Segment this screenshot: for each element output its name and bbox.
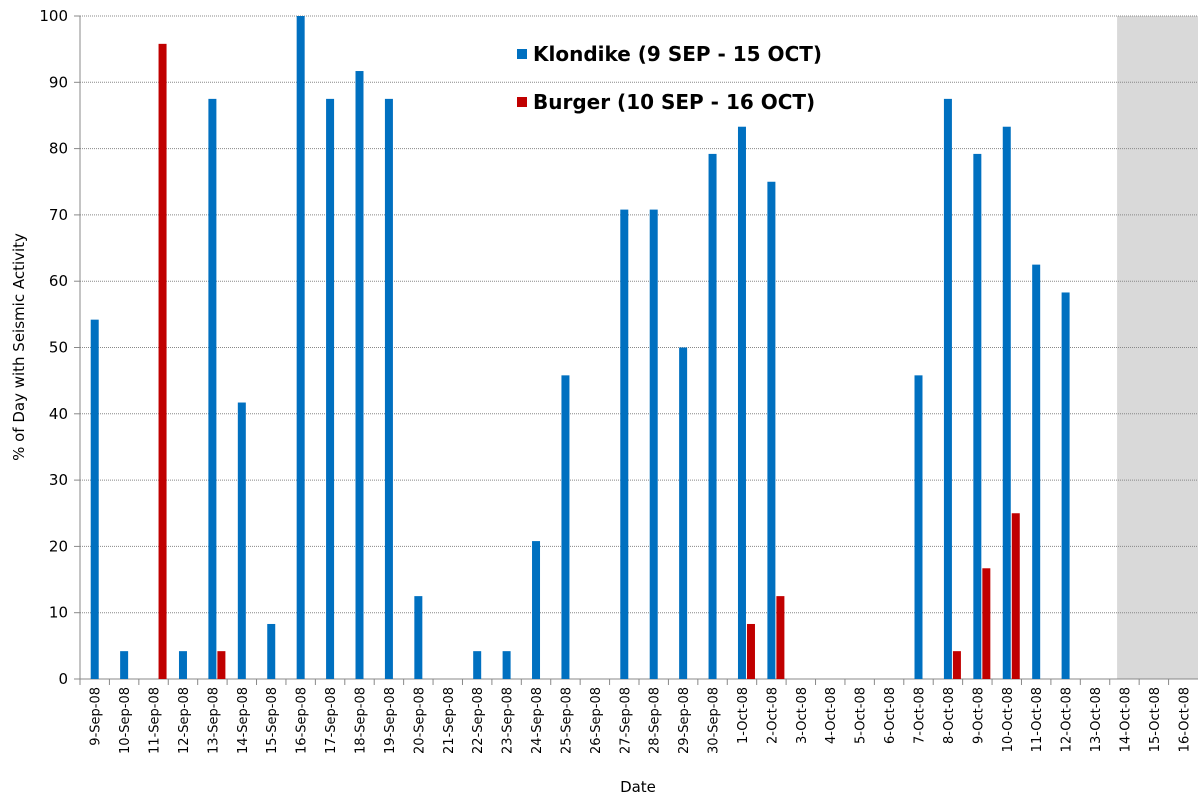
bar bbox=[355, 71, 364, 680]
x-tick-label: 15-Sep-08 bbox=[265, 687, 280, 754]
y-tick-label: 100 bbox=[39, 7, 68, 25]
x-tick-label: 15-Oct-08 bbox=[1148, 687, 1163, 752]
bar bbox=[178, 651, 187, 679]
legend-label: Burger (10 SEP - 16 OCT) bbox=[533, 90, 815, 114]
bar bbox=[708, 153, 717, 680]
bar bbox=[914, 375, 923, 679]
x-tick-label: 24-Sep-08 bbox=[530, 687, 545, 754]
bar bbox=[414, 596, 423, 679]
x-tick-label: 2-Oct-08 bbox=[765, 687, 780, 744]
x-tick-label: 12-Sep-08 bbox=[177, 687, 192, 754]
x-tick-label: 16-Sep-08 bbox=[295, 687, 310, 754]
bar bbox=[943, 98, 952, 679]
bar bbox=[767, 181, 776, 679]
bar bbox=[737, 126, 746, 679]
bar bbox=[384, 98, 393, 679]
y-tick-label: 10 bbox=[49, 604, 68, 622]
x-tick-label: 17-Sep-08 bbox=[324, 687, 339, 754]
legend-swatch bbox=[517, 97, 527, 107]
x-tick-label: 13-Oct-08 bbox=[1089, 687, 1104, 752]
y-tick-label: 30 bbox=[49, 471, 68, 489]
x-tick-label: 10-Oct-08 bbox=[1001, 687, 1016, 752]
bar bbox=[973, 153, 982, 680]
y-tick-label: 40 bbox=[49, 405, 68, 423]
x-tick-label: 1-Oct-08 bbox=[736, 687, 751, 744]
x-tick-label: 12-Oct-08 bbox=[1060, 687, 1075, 752]
bar bbox=[982, 568, 991, 679]
x-tick-label: 20-Sep-08 bbox=[412, 687, 427, 754]
bar bbox=[502, 651, 511, 679]
bar bbox=[1032, 264, 1041, 679]
bar bbox=[120, 651, 129, 679]
x-tick-label: 4-Oct-08 bbox=[824, 687, 839, 744]
y-tick-label: 90 bbox=[49, 73, 68, 91]
x-tick-label: 10-Sep-08 bbox=[118, 687, 133, 754]
bar bbox=[208, 98, 217, 679]
x-tick-label: 18-Sep-08 bbox=[354, 687, 369, 754]
x-tick-label: 26-Sep-08 bbox=[589, 687, 604, 754]
x-tick-label: 25-Sep-08 bbox=[559, 687, 574, 754]
x-tick-label: 23-Sep-08 bbox=[501, 687, 516, 754]
x-tick-label: 28-Sep-08 bbox=[648, 687, 663, 754]
x-tick-label: 11-Sep-08 bbox=[148, 687, 163, 754]
x-tick-label: 22-Sep-08 bbox=[471, 687, 486, 754]
bar bbox=[776, 596, 785, 679]
x-tick-label: 13-Sep-08 bbox=[206, 687, 221, 754]
y-tick-label: 70 bbox=[49, 206, 68, 224]
x-axis-label: Date bbox=[620, 778, 656, 796]
bar bbox=[952, 651, 961, 679]
y-tick-label: 80 bbox=[49, 140, 68, 158]
bar bbox=[1011, 513, 1020, 679]
x-tick-label: 27-Sep-08 bbox=[618, 687, 633, 754]
x-tick-label: 8-Oct-08 bbox=[942, 687, 957, 744]
x-tick-label: 14-Sep-08 bbox=[236, 687, 251, 754]
bar bbox=[217, 651, 226, 679]
x-tick-label: 9-Sep-08 bbox=[89, 687, 104, 746]
x-tick-label: 29-Sep-08 bbox=[677, 687, 692, 754]
shaded-region bbox=[1117, 16, 1198, 679]
legend-label: Klondike (9 SEP - 15 OCT) bbox=[533, 42, 822, 66]
bar bbox=[90, 319, 99, 679]
x-tick-label: 3-Oct-08 bbox=[795, 687, 810, 744]
bar bbox=[296, 16, 305, 679]
x-tick-label: 14-Oct-08 bbox=[1118, 687, 1133, 752]
bar bbox=[679, 347, 688, 679]
x-tick-label: 11-Oct-08 bbox=[1030, 687, 1045, 752]
bar bbox=[237, 402, 246, 679]
x-tick-label: 30-Sep-08 bbox=[707, 687, 722, 754]
y-tick-label: 60 bbox=[49, 272, 68, 290]
bar bbox=[746, 623, 755, 679]
bar bbox=[473, 651, 482, 679]
x-tick-label: 7-Oct-08 bbox=[913, 687, 928, 744]
bar bbox=[1002, 126, 1011, 679]
bar bbox=[561, 375, 570, 679]
x-tick-label: 19-Sep-08 bbox=[383, 687, 398, 754]
x-tick-label: 16-Oct-08 bbox=[1177, 687, 1192, 752]
y-tick-label: 0 bbox=[58, 670, 68, 688]
bar bbox=[649, 209, 658, 679]
y-axis-label: % of Day with Seismic Activity bbox=[10, 233, 28, 461]
bar bbox=[326, 98, 335, 679]
bar bbox=[620, 209, 629, 679]
y-tick-label: 20 bbox=[49, 537, 68, 555]
x-tick-label: 9-Oct-08 bbox=[971, 687, 986, 744]
x-tick-label: 21-Sep-08 bbox=[442, 687, 457, 754]
bar bbox=[1061, 292, 1070, 679]
legend-swatch bbox=[517, 49, 527, 59]
bar bbox=[267, 623, 276, 679]
bar bbox=[158, 43, 167, 679]
x-tick-label: 5-Oct-08 bbox=[854, 687, 869, 744]
bar bbox=[532, 541, 541, 679]
x-tick-label: 6-Oct-08 bbox=[883, 687, 898, 744]
y-tick-label: 50 bbox=[49, 339, 68, 357]
